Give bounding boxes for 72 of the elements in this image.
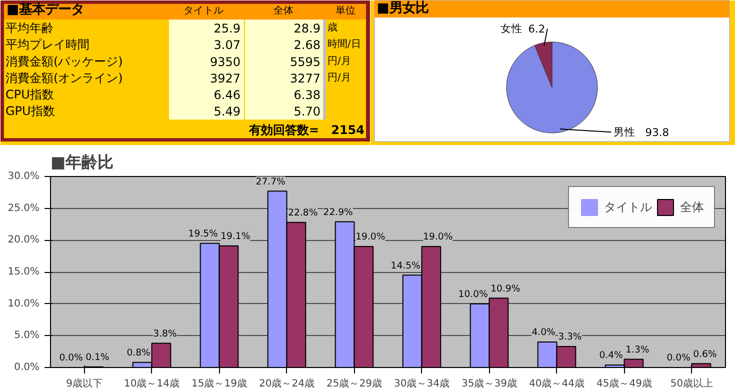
text: 28.9 (294, 22, 320, 36)
data-label: 10.0% (458, 289, 488, 300)
text: 円/月 (328, 72, 351, 84)
data-label: 19.0% (356, 232, 386, 243)
text: 6.38 (294, 88, 320, 102)
slice-label: 女性 (500, 22, 522, 36)
data-label: 27.7% (256, 176, 286, 188)
text: ■基本データ (6, 2, 84, 18)
x-tick-label: 10歳～14歳 (124, 378, 180, 390)
text: 3927 (210, 71, 241, 86)
category-label: 平均年齢 (6, 21, 54, 36)
data-label: 22.8% (288, 208, 318, 219)
x-tick-label: 9歳以下 (66, 378, 102, 390)
data-label: 19.0% (423, 232, 453, 243)
x-tick-label: 15歳～19歳 (192, 378, 247, 390)
x-tick-label: 20歳～24歳 (259, 378, 314, 390)
category-label: 消費金額(オンライン) (6, 70, 123, 85)
category-label: GPU指数 (6, 104, 55, 118)
y-tick-label: 20.0% (8, 234, 40, 246)
data-label: 14.5% (390, 260, 421, 272)
data-label: 1.3% (626, 344, 650, 356)
legend-label: タイトル (604, 198, 652, 216)
data-label: 0.8% (126, 348, 151, 359)
y-tick-label: 25.0% (8, 202, 40, 214)
data-label: 0.0% (666, 352, 691, 364)
text: 3277 (290, 71, 321, 86)
data-label: 10.9% (490, 283, 520, 294)
y-tick-label: 0.0% (14, 362, 40, 373)
text: 5.49 (214, 104, 240, 118)
data-label: 3.3% (558, 332, 582, 343)
text: 有効回答数= 2154 (248, 122, 364, 137)
legend-label: 全体 (680, 198, 704, 216)
text: 2.68 (294, 38, 320, 52)
x-tick-label: 45歳～49歳 (596, 378, 652, 390)
x-tick-label: 35歳～39歳 (462, 378, 517, 390)
chart-title: ■男女比 (376, 1, 428, 16)
text: 歳 (328, 22, 338, 34)
text: 5595 (290, 54, 321, 69)
data-label: 22.9% (323, 206, 354, 218)
data-label: 0.0% (59, 352, 84, 364)
x-tick-label: 40歳～44歳 (529, 378, 584, 390)
text: 6.46 (214, 88, 240, 102)
data-label: 3.8% (153, 328, 177, 340)
category-label: 消費金額(パッケージ) (6, 54, 123, 68)
text: 5.70 (294, 104, 320, 118)
category-label: タイトル (184, 6, 224, 17)
category-label: 単位 (336, 4, 356, 17)
y-tick-label: 5.0% (14, 330, 40, 342)
y-tick-label: 30.0% (8, 171, 40, 182)
data-label: 0.1% (86, 352, 110, 364)
data-label: 93.8 (645, 126, 670, 140)
y-tick-label: 15.0% (8, 266, 40, 278)
data-label: 0.4% (599, 350, 624, 362)
x-tick-label: 50歳以上 (670, 378, 714, 390)
x-tick-label: 30歳～34歳 (394, 378, 450, 390)
data-label: 0.6% (693, 348, 717, 360)
text: 9350 (210, 54, 241, 69)
category-label: 全体 (274, 4, 294, 17)
text: 3.07 (214, 38, 240, 52)
text: 時間/日 (328, 39, 361, 50)
text: 25.9 (214, 22, 240, 36)
data-label: 19.1% (220, 231, 250, 242)
text: 円/月 (328, 56, 351, 67)
slice-label: 男性 (613, 126, 636, 139)
data-label: 19.5% (188, 228, 218, 240)
category-label: CPU指数 (6, 87, 54, 102)
category-label: 平均プレイ時間 (6, 38, 90, 52)
x-tick-label: 25歳～29歳 (326, 378, 382, 390)
data-label: 4.0% (532, 327, 556, 338)
data-label: 6.2 (528, 22, 546, 36)
y-tick-label: 10.0% (8, 298, 40, 310)
chart-title: ■年齢比 (50, 152, 114, 172)
